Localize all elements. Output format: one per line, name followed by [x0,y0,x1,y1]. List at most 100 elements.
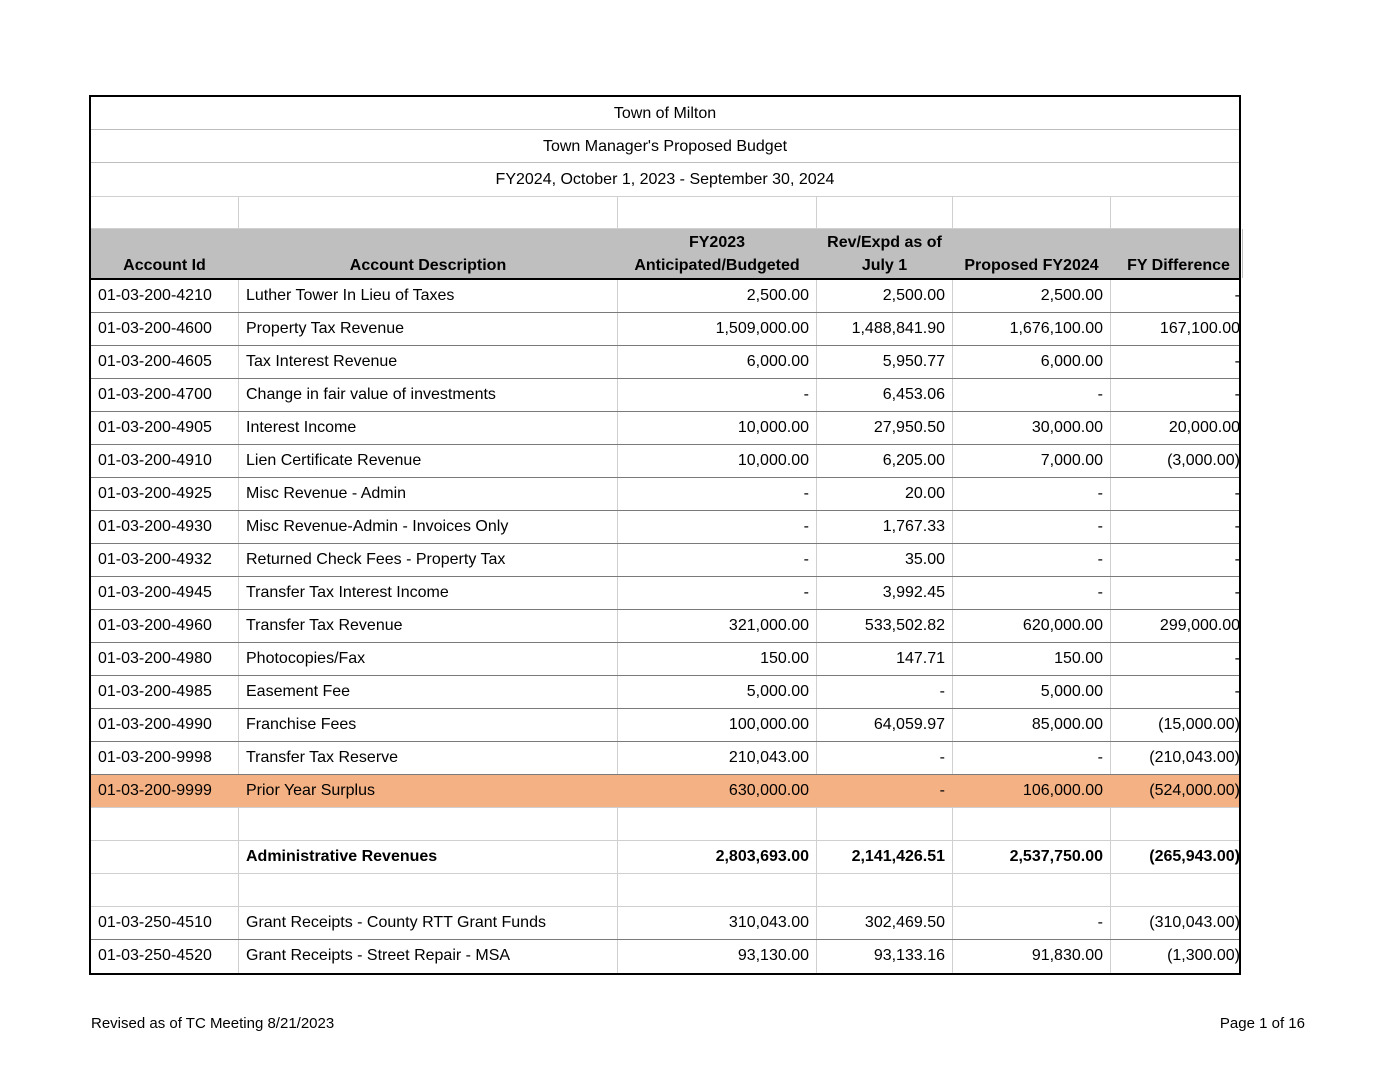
table-row: 01-03-200-4945 Transfer Tax Interest Inco… [91,577,1240,610]
account-id-cell: 01-03-200-4600 [91,313,239,345]
account-description-cell: Misc Revenue - Admin [239,478,618,510]
account-id-cell: 01-03-200-4990 [91,709,239,741]
table-row: 01-03-200-4605 Tax Interest Revenue 6,000.… [91,346,1240,379]
revenue-rows: 01-03-200-4210 Luther Tower In Lieu of Ta… [91,280,1240,808]
budget-sheet: Town of Milton Town Manager's Proposed B… [89,95,1243,975]
fy2023-cell: 321,000.00 [618,610,817,642]
fy-difference-cell: - [1234,353,1240,370]
account-id-cell: 01-03-200-9998 [91,742,239,774]
fy-difference-cell: - [1234,551,1240,568]
account-description-cell: Tax Interest Revenue [239,346,618,378]
table-row: 01-03-200-4960 Transfer Tax Revenue 321,00… [91,610,1240,643]
table-row: 01-03-200-4932 Returned Check Fees - Prop… [91,544,1240,577]
rev-expd-cell: 1,488,841.90 [817,313,953,345]
proposed-fy2024-cell: 91,830.00 [953,940,1111,973]
account-description-cell: Property Tax Revenue [239,313,618,345]
account-description-cell: Transfer Tax Reserve [239,742,618,774]
account-description-cell: Misc Revenue-Admin - Invoices Only [239,511,618,543]
rev-expd-cell: - [817,742,953,774]
fy-difference-cell: 20,000.00 [1168,419,1240,436]
total-row: Administrative Revenues 2,803,693.00 2,1… [91,841,1240,874]
proposed-fy2024-cell: 620,000.00 [953,610,1111,642]
account-description-cell: Grant Receipts - Street Repair - MSA [239,940,618,973]
account-id-cell: 01-03-200-4905 [91,412,239,444]
proposed-fy2024-cell: - [953,379,1111,411]
fy2023-cell: 5,000.00 [618,676,817,708]
rev-expd-cell: 5,950.77 [817,346,953,378]
account-id-cell: 01-03-250-4510 [91,907,239,939]
fy-difference-cell: (3,000.00) [1167,452,1240,469]
rev-expd-cell: 3,992.45 [817,577,953,609]
fy2023-cell: 310,043.00 [618,907,817,939]
total-description: Administrative Revenues [239,841,618,873]
account-id-cell: 01-03-200-4910 [91,445,239,477]
fy2023-cell: 210,043.00 [618,742,817,774]
table-row: 01-03-200-4600 Property Tax Revenue 1,509,… [91,313,1240,346]
account-description-cell: Franchise Fees [239,709,618,741]
table-row: 01-03-200-4910 Lien Certificate Revenue 10… [91,445,1240,478]
table-row: 01-03-200-4905 Interest Income 10,000.00 27… [91,412,1240,445]
fy2023-cell: - [618,478,817,510]
proposed-fy2024-cell: 106,000.00 [953,775,1111,807]
proposed-fy2024-cell: - [953,907,1111,939]
account-id-cell: 01-03-200-4945 [91,577,239,609]
account-id-cell: 01-03-200-4932 [91,544,239,576]
fy-difference-cell: (524,000.00) [1149,782,1240,799]
col-proposed-fy2024: Proposed FY2024 [953,229,1111,278]
table-row: 01-03-200-4210 Luther Tower In Lieu of Ta… [91,280,1240,313]
proposed-fy2024-cell: 1,676,100.00 [953,313,1111,345]
account-description-cell: Prior Year Surplus [239,775,618,807]
col-fy-difference: FY Difference [1111,229,1243,278]
sheet-title: Town of Milton [91,97,1239,130]
table-row: 01-03-200-9999 Prior Year Surplus 630,000.… [91,775,1240,808]
account-description-cell: Transfer Tax Revenue [239,610,618,642]
proposed-fy2024-cell: 30,000.00 [953,412,1111,444]
table-row: 01-03-200-4985 Easement Fee 5,000.00-5,000… [91,676,1240,709]
footer-page-number: Page 1 of 16 [1219,1015,1305,1032]
rev-expd-cell: 2,500.00 [817,280,953,312]
fy-difference-cell: (310,043.00) [1149,914,1240,931]
proposed-fy2024-cell: 2,500.00 [953,280,1111,312]
rev-expd-cell: - [817,775,953,807]
fy-difference-cell: - [1234,386,1240,403]
rev-expd-cell: 27,950.50 [817,412,953,444]
account-id-cell: 01-03-200-4210 [91,280,239,312]
fy2023-cell: 1,509,000.00 [618,313,817,345]
total-rev: 2,141,426.51 [817,841,953,873]
account-id-cell: 01-03-200-4980 [91,643,239,675]
proposed-fy2024-cell: - [953,478,1111,510]
account-description-cell: Grant Receipts - County RTT Grant Funds [239,907,618,939]
total-fy2023: 2,803,693.00 [618,841,817,873]
fy2023-cell: - [618,511,817,543]
proposed-fy2024-cell: 150.00 [953,643,1111,675]
proposed-fy2024-cell: - [953,511,1111,543]
account-id-cell: 01-03-200-4985 [91,676,239,708]
account-id-cell: 01-03-200-4700 [91,379,239,411]
spacer-row [91,196,1239,229]
proposed-fy2024-cell: - [953,577,1111,609]
table-row: 01-03-200-9998 Transfer Tax Reserve 210,04… [91,742,1240,775]
total-difference: (265,943.00) [1149,848,1240,865]
fy2023-cell: 10,000.00 [618,445,817,477]
total-id [91,841,239,873]
account-id-cell: 01-03-200-9999 [91,775,239,807]
fy2023-cell: - [618,379,817,411]
footer-revision: Revised as of TC Meeting 8/21/2023 [91,1015,335,1032]
proposed-fy2024-cell: - [953,742,1111,774]
account-description-cell: Transfer Tax Interest Income [239,577,618,609]
account-id-cell: 01-03-200-4925 [91,478,239,510]
rev-expd-cell: 147.71 [817,643,953,675]
account-description-cell: Returned Check Fees - Property Tax [239,544,618,576]
account-description-cell: Change in fair value of investments [239,379,618,411]
rev-expd-cell: 6,453.06 [817,379,953,411]
table-row: 01-03-250-4520 Grant Receipts - Street Re… [91,940,1240,973]
table-row: 01-03-200-4930 Misc Revenue-Admin - Invoi… [91,511,1240,544]
account-description-cell: Easement Fee [239,676,618,708]
fy-difference-cell: - [1234,683,1240,700]
fy2023-cell: - [618,577,817,609]
fy-difference-cell: - [1234,287,1240,304]
fy-difference-cell: (15,000.00) [1158,716,1240,733]
spacer-row [91,874,1239,907]
rev-expd-cell: 6,205.00 [817,445,953,477]
fy-difference-cell: - [1234,584,1240,601]
